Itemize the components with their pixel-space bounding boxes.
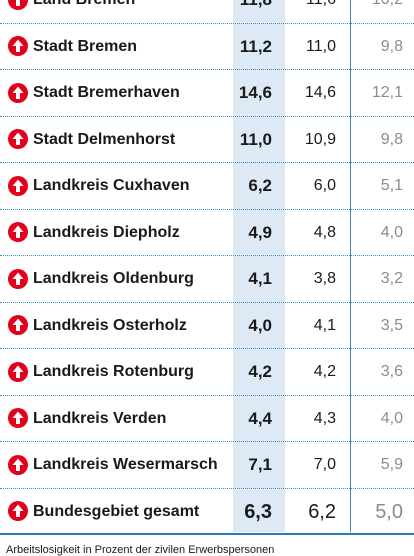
- previous-value: 3,8: [313, 270, 336, 287]
- previous-value: 4,1: [313, 316, 336, 334]
- table-row: Landkreis Diepholz 4,9 4,8 4,0: [0, 210, 414, 256]
- prior-year-value: 9,8: [380, 130, 403, 148]
- previous-value: 11,0: [306, 37, 336, 55]
- region-name: Stadt Bremen: [33, 37, 138, 55]
- region-name: Stadt Bremerhaven: [33, 84, 180, 101]
- current-value: 11,8: [233, 0, 272, 23]
- current-value: 6,3: [244, 500, 272, 523]
- current-value: 7,1: [248, 455, 272, 474]
- prior-year-value: 3,2: [380, 270, 403, 287]
- arrow-up-icon: [8, 175, 28, 196]
- region-name: Landkreis Oldenburg: [33, 270, 194, 287]
- table-row: Landkreis Rotenburg 4,2 4,2 3,6: [0, 349, 414, 396]
- table-row: Stadt Bremen 11,2 11,0 9,8: [0, 24, 414, 70]
- prior-year-value: 3,5: [380, 316, 403, 334]
- arrow-up-icon: [8, 0, 28, 10]
- footnote: Arbeitslosigkeit in Prozent der zivilen …: [6, 544, 275, 556]
- current-value: 11,0: [239, 129, 272, 149]
- prior-year-value: 5,0: [375, 500, 403, 523]
- prior-year-value: 5,9: [380, 456, 403, 473]
- region-name: Landkreis Cuxhaven: [33, 177, 190, 194]
- prior-year-value: 4,0: [380, 409, 403, 427]
- arrow-up-icon: [8, 315, 28, 336]
- prior-year-value: 5,1: [380, 177, 403, 194]
- unemployment-table: Land Bremen 11,8 11,6 10,2 Stadt Bremen …: [0, 0, 414, 535]
- arrow-up-icon: [8, 361, 28, 382]
- previous-value: 6,0: [313, 177, 336, 194]
- table-row: Landkreis Wesermarsch 7,1 7,0 5,9: [0, 442, 414, 489]
- table-row: Landkreis Verden 4,4 4,3 4,0: [0, 396, 414, 442]
- current-value: 11,2: [239, 36, 272, 56]
- table-row: Landkreis Osterholz 4,0 4,1 3,5: [0, 303, 414, 349]
- previous-value: 6,2: [308, 500, 336, 523]
- current-month-column-highlight: [233, 0, 285, 532]
- table-row: Stadt Bremerhaven 14,6 14,6 12,1: [0, 70, 414, 117]
- table-row: Landkreis Cuxhaven 6,2 6,0 5,1: [0, 163, 414, 210]
- previous-value: 14,6: [304, 84, 336, 101]
- prior-year-value: 9,8: [380, 37, 403, 55]
- region-name: Landkreis Osterholz: [33, 316, 187, 334]
- arrow-up-icon: [8, 500, 28, 521]
- table-row: Landkreis Oldenburg 4,1 3,8 3,2: [0, 256, 414, 303]
- region-name: Bundesgebiet gesamt: [33, 502, 200, 520]
- current-value: 14,6: [238, 83, 272, 102]
- previous-value: 4,2: [313, 363, 336, 380]
- column-divider: [350, 0, 351, 532]
- prior-year-value: 12,1: [371, 84, 403, 101]
- prior-year-value: 4,0: [380, 223, 403, 241]
- arrow-up-icon: [8, 82, 28, 103]
- previous-value: 4,3: [313, 409, 336, 427]
- prior-year-value: 3,6: [380, 363, 403, 380]
- region-name: Stadt Delmenhorst: [33, 130, 176, 148]
- current-value: 4,1: [248, 269, 272, 288]
- prior-year-value: 10,2: [351, 0, 403, 23]
- region-name: Land Bremen: [33, 0, 135, 23]
- current-value: 4,2: [248, 362, 272, 381]
- table-row: Stadt Delmenhorst 11,0 10,9 9,8: [0, 117, 414, 163]
- arrow-up-icon: [8, 408, 28, 429]
- current-value: 4,9: [248, 222, 272, 242]
- region-name: Landkreis Verden: [33, 409, 167, 427]
- arrow-up-icon: [8, 454, 28, 475]
- table-row-total: Bundesgebiet gesamt 6,3 6,2 5,0: [0, 489, 414, 535]
- arrow-up-icon: [8, 36, 28, 57]
- arrow-up-icon: [8, 129, 28, 150]
- previous-value: 7,0: [313, 456, 336, 473]
- region-name: Landkreis Wesermarsch: [33, 456, 218, 473]
- previous-value: 4,8: [313, 223, 336, 241]
- previous-value: 11,6: [286, 0, 336, 23]
- region-name: Landkreis Diepholz: [33, 223, 180, 241]
- table-row: Land Bremen 11,8 11,6 10,2: [0, 0, 414, 24]
- current-value: 6,2: [248, 176, 272, 195]
- arrow-up-icon: [8, 268, 28, 289]
- previous-value: 10,9: [304, 130, 336, 148]
- current-value: 4,4: [248, 408, 272, 428]
- current-value: 4,0: [248, 315, 272, 335]
- region-name: Landkreis Rotenburg: [33, 363, 194, 380]
- arrow-up-icon: [8, 222, 28, 243]
